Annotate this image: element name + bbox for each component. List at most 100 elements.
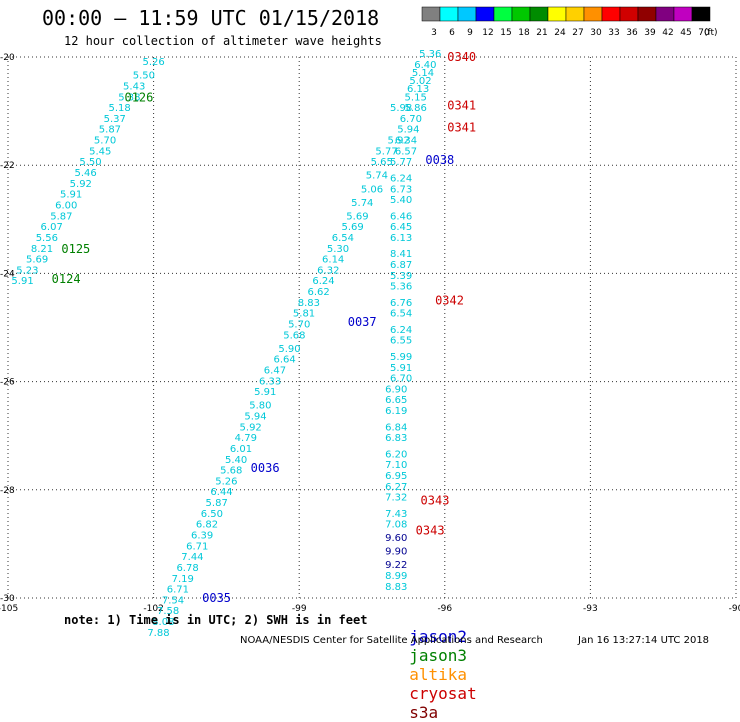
wave-height-label: 5.46: [75, 168, 97, 179]
colorbar-tick-label: 21: [536, 28, 547, 38]
credit-text: NOAA/NESDIS Center for Satellite Applica…: [240, 635, 543, 646]
time-label: 0126: [124, 91, 153, 105]
wave-height-label: 5.94: [244, 411, 266, 422]
wave-height-label: 6.57: [395, 146, 417, 157]
y-tick-label: -24: [0, 269, 15, 279]
wave-height-label: 7.08: [385, 520, 407, 531]
wave-height-label: 5.18: [108, 103, 130, 114]
wave-height-label: 5.23: [16, 265, 38, 276]
wave-height-label: 6.07: [41, 222, 63, 233]
colorbar-tick-label: 9: [467, 28, 473, 38]
wave-height-label: 7.10: [385, 460, 407, 471]
wave-height-label: 5.92: [70, 179, 92, 190]
wave-height-label: 5.92: [388, 136, 410, 147]
colorbar-tick-label: 30: [590, 28, 602, 38]
time-label: 0342: [435, 293, 464, 307]
colorbar-tick-label: 24: [554, 28, 566, 38]
colorbar-tick-label: 12: [482, 28, 493, 38]
wave-height-label: 6.82: [196, 520, 218, 531]
wave-height-label: 6.24: [390, 173, 412, 184]
wave-height-label: 6.13: [407, 84, 429, 95]
wave-height-label: 6.90: [385, 384, 407, 395]
wave-height-label: 5.50: [79, 157, 101, 168]
wave-height-label: 9.90: [385, 547, 407, 558]
wave-height-label: 5.91: [254, 387, 276, 398]
x-tick-label: -90: [729, 604, 740, 614]
wave-height-label: 5.81: [293, 309, 315, 320]
wave-height-label: 5.70: [94, 136, 116, 147]
time-label: 0125: [61, 242, 90, 256]
wave-height-label: 6.13: [390, 233, 412, 244]
wave-height-label: 6.70: [390, 374, 412, 385]
wave-height-label: 6.71: [186, 541, 208, 552]
wave-height-label: 7.54: [162, 595, 184, 606]
wave-height-label: 8.99: [385, 571, 407, 582]
page-subtitle: 12 hour collection of altimeter wave hei…: [64, 34, 382, 48]
wave-height-label: 5.40: [390, 195, 412, 206]
x-tick-label: -99: [292, 604, 307, 614]
wave-height-label: 9.22: [385, 560, 407, 571]
wave-height-label: 6.55: [390, 336, 412, 347]
legend-cryosat: cryosat: [409, 684, 477, 703]
y-tick-label: -22: [0, 161, 15, 171]
wave-height-label: 5.50: [133, 71, 155, 82]
wave-height-label: 5.91: [390, 363, 412, 374]
time-label: 0036: [251, 461, 280, 475]
colorbar-tick-label: 42: [662, 28, 673, 38]
time-label: 0038: [425, 153, 454, 167]
wave-height-label: 6.62: [307, 287, 329, 298]
wave-height-label: 5.69: [346, 211, 368, 222]
colorbar-tick-label: 27: [572, 28, 583, 38]
wave-height-label: 6.27: [385, 482, 407, 493]
wave-height-label: 6.47: [264, 365, 286, 376]
y-tick-label: -28: [0, 486, 15, 496]
y-tick-label: -26: [0, 378, 15, 388]
satellite-legend: jason2 jason3 altika cryosat s3a: [390, 608, 491, 722]
wave-height-label: 5.98: [390, 103, 412, 114]
wave-height-label: 5.91: [11, 276, 33, 287]
wave-height-label: 5.87: [206, 498, 228, 509]
wave-height-label: 5.36: [419, 49, 441, 60]
legend-jason2: jason2: [409, 627, 468, 646]
wave-height-label: 5.69: [341, 222, 363, 233]
wave-height-label: 5.26: [215, 476, 237, 487]
wave-height-label: 7.32: [385, 493, 407, 504]
colorbar: 3 6 9 12 15 18 21 24 27 30 33 36 39 42 45 70(ft): [421, 6, 718, 38]
colorbar-tick-label: 36: [626, 28, 638, 38]
wave-height-label: 5.74: [351, 198, 373, 209]
wave-height-label: 6.64: [274, 355, 296, 366]
time-label: 0341: [447, 120, 476, 134]
wave-height-label: 7.58: [157, 606, 179, 617]
wave-height-label: 6.71: [167, 585, 189, 596]
wave-height-label: 6.00: [55, 200, 77, 211]
wave-height-label: 5.14: [412, 68, 434, 79]
wave-height-label: 5.36: [390, 282, 412, 293]
wave-height-label: 6.73: [390, 184, 412, 195]
wave-height-label: 5.56: [36, 233, 58, 244]
wave-height-label: 6.40: [414, 60, 436, 71]
note-text: note: 1) Time is in UTC; 2) SWH is in fe…: [64, 613, 368, 627]
wave-height-label: 5.77: [390, 157, 412, 168]
wave-height-label: 5.68: [220, 466, 242, 477]
wave-height-label: 8.08: [152, 617, 174, 628]
wave-height-label: 6.24: [390, 325, 412, 336]
wave-height-label: 6.01: [230, 444, 252, 455]
time-label: 0124: [52, 272, 81, 286]
legend-s3a: s3a: [409, 703, 439, 722]
wave-height-label: 6.39: [191, 530, 213, 541]
wave-height-label: 5.06: [361, 184, 383, 195]
x-tick-label: -102: [143, 604, 163, 614]
x-tick-label: -105: [0, 604, 18, 614]
wave-height-label: 6.54: [390, 309, 412, 320]
wave-height-label: 5.90: [278, 344, 300, 355]
wave-height-label: 5.68: [283, 330, 305, 341]
wave-height-label: 5.45: [89, 146, 111, 157]
time-label: 0341: [447, 99, 476, 113]
wave-height-label: 5.65: [371, 157, 393, 168]
wave-height-label: 6.87: [390, 260, 412, 271]
wave-height-label: 5.99: [390, 352, 412, 363]
x-tick-label: -93: [583, 604, 598, 614]
colorbar-tick-label: 33: [608, 28, 619, 38]
wave-height-label: 6.20: [385, 449, 407, 460]
colorbar-tick-label: 3: [431, 28, 437, 38]
